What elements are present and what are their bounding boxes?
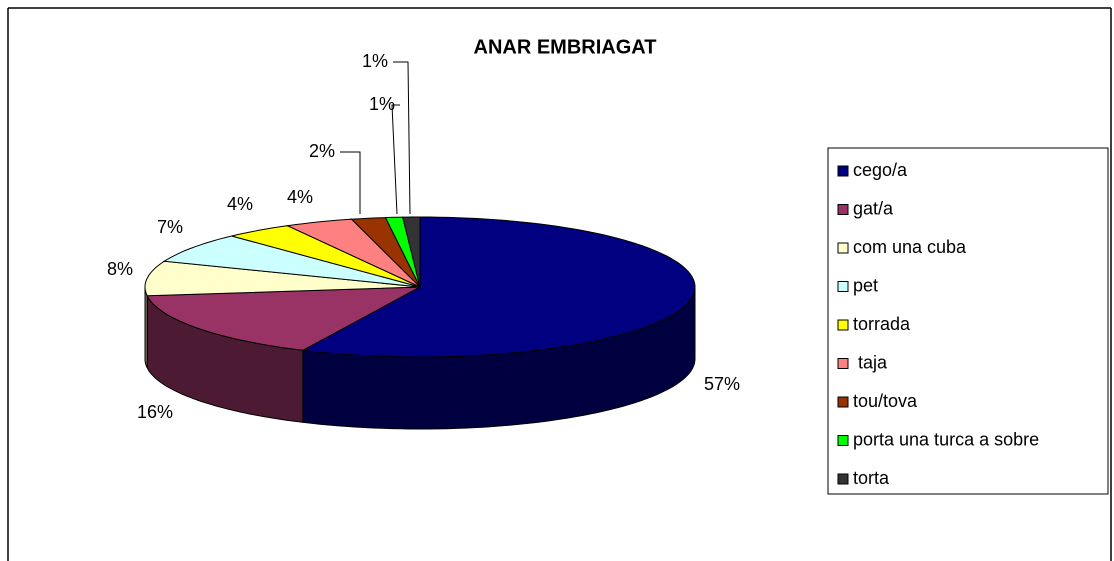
legend-label: pet <box>853 275 878 295</box>
legend-label: porta una turca a sobre <box>853 429 1039 449</box>
legend-swatch <box>837 165 849 177</box>
legend-swatch <box>837 473 849 485</box>
pie-slice <box>231 225 421 288</box>
data-label: 1% <box>362 51 388 71</box>
pie-wall <box>144 287 148 369</box>
pie-slice <box>301 216 696 358</box>
legend-swatch <box>837 281 849 292</box>
pie-slice <box>144 260 421 297</box>
data-label: 8% <box>107 259 133 279</box>
pie-slice <box>146 286 421 351</box>
data-label: 4% <box>287 187 313 207</box>
legend-swatch <box>837 319 849 331</box>
legend-label: torrada <box>853 314 911 334</box>
data-label: 57% <box>704 374 740 394</box>
legend-box <box>827 147 1109 495</box>
chart-title: ANAR EMBRIAGAT <box>474 36 657 58</box>
pie-slice <box>162 235 421 288</box>
data-label: 4% <box>227 194 253 214</box>
legend-label: taja <box>853 352 888 372</box>
legend-label: cego/a <box>853 160 908 180</box>
leader-line <box>340 151 361 214</box>
data-label: 16% <box>137 402 173 422</box>
legend-swatch <box>837 242 849 254</box>
leader-line <box>391 104 400 215</box>
data-label: 2% <box>309 141 335 161</box>
legend-swatch <box>837 358 849 369</box>
data-label: 7% <box>157 217 183 237</box>
pie-slice <box>285 218 421 288</box>
legend-label: gat/a <box>853 198 894 218</box>
leader-line <box>393 61 411 215</box>
data-label: 1% <box>369 94 395 114</box>
legend-label: com una cuba <box>853 237 967 257</box>
legend-label: tou/tova <box>853 391 918 411</box>
legend-swatch <box>837 396 849 408</box>
pie-slice <box>402 216 421 288</box>
legend-swatch <box>837 204 849 215</box>
legend-label: torta <box>853 468 890 488</box>
legend-swatch <box>837 435 849 446</box>
